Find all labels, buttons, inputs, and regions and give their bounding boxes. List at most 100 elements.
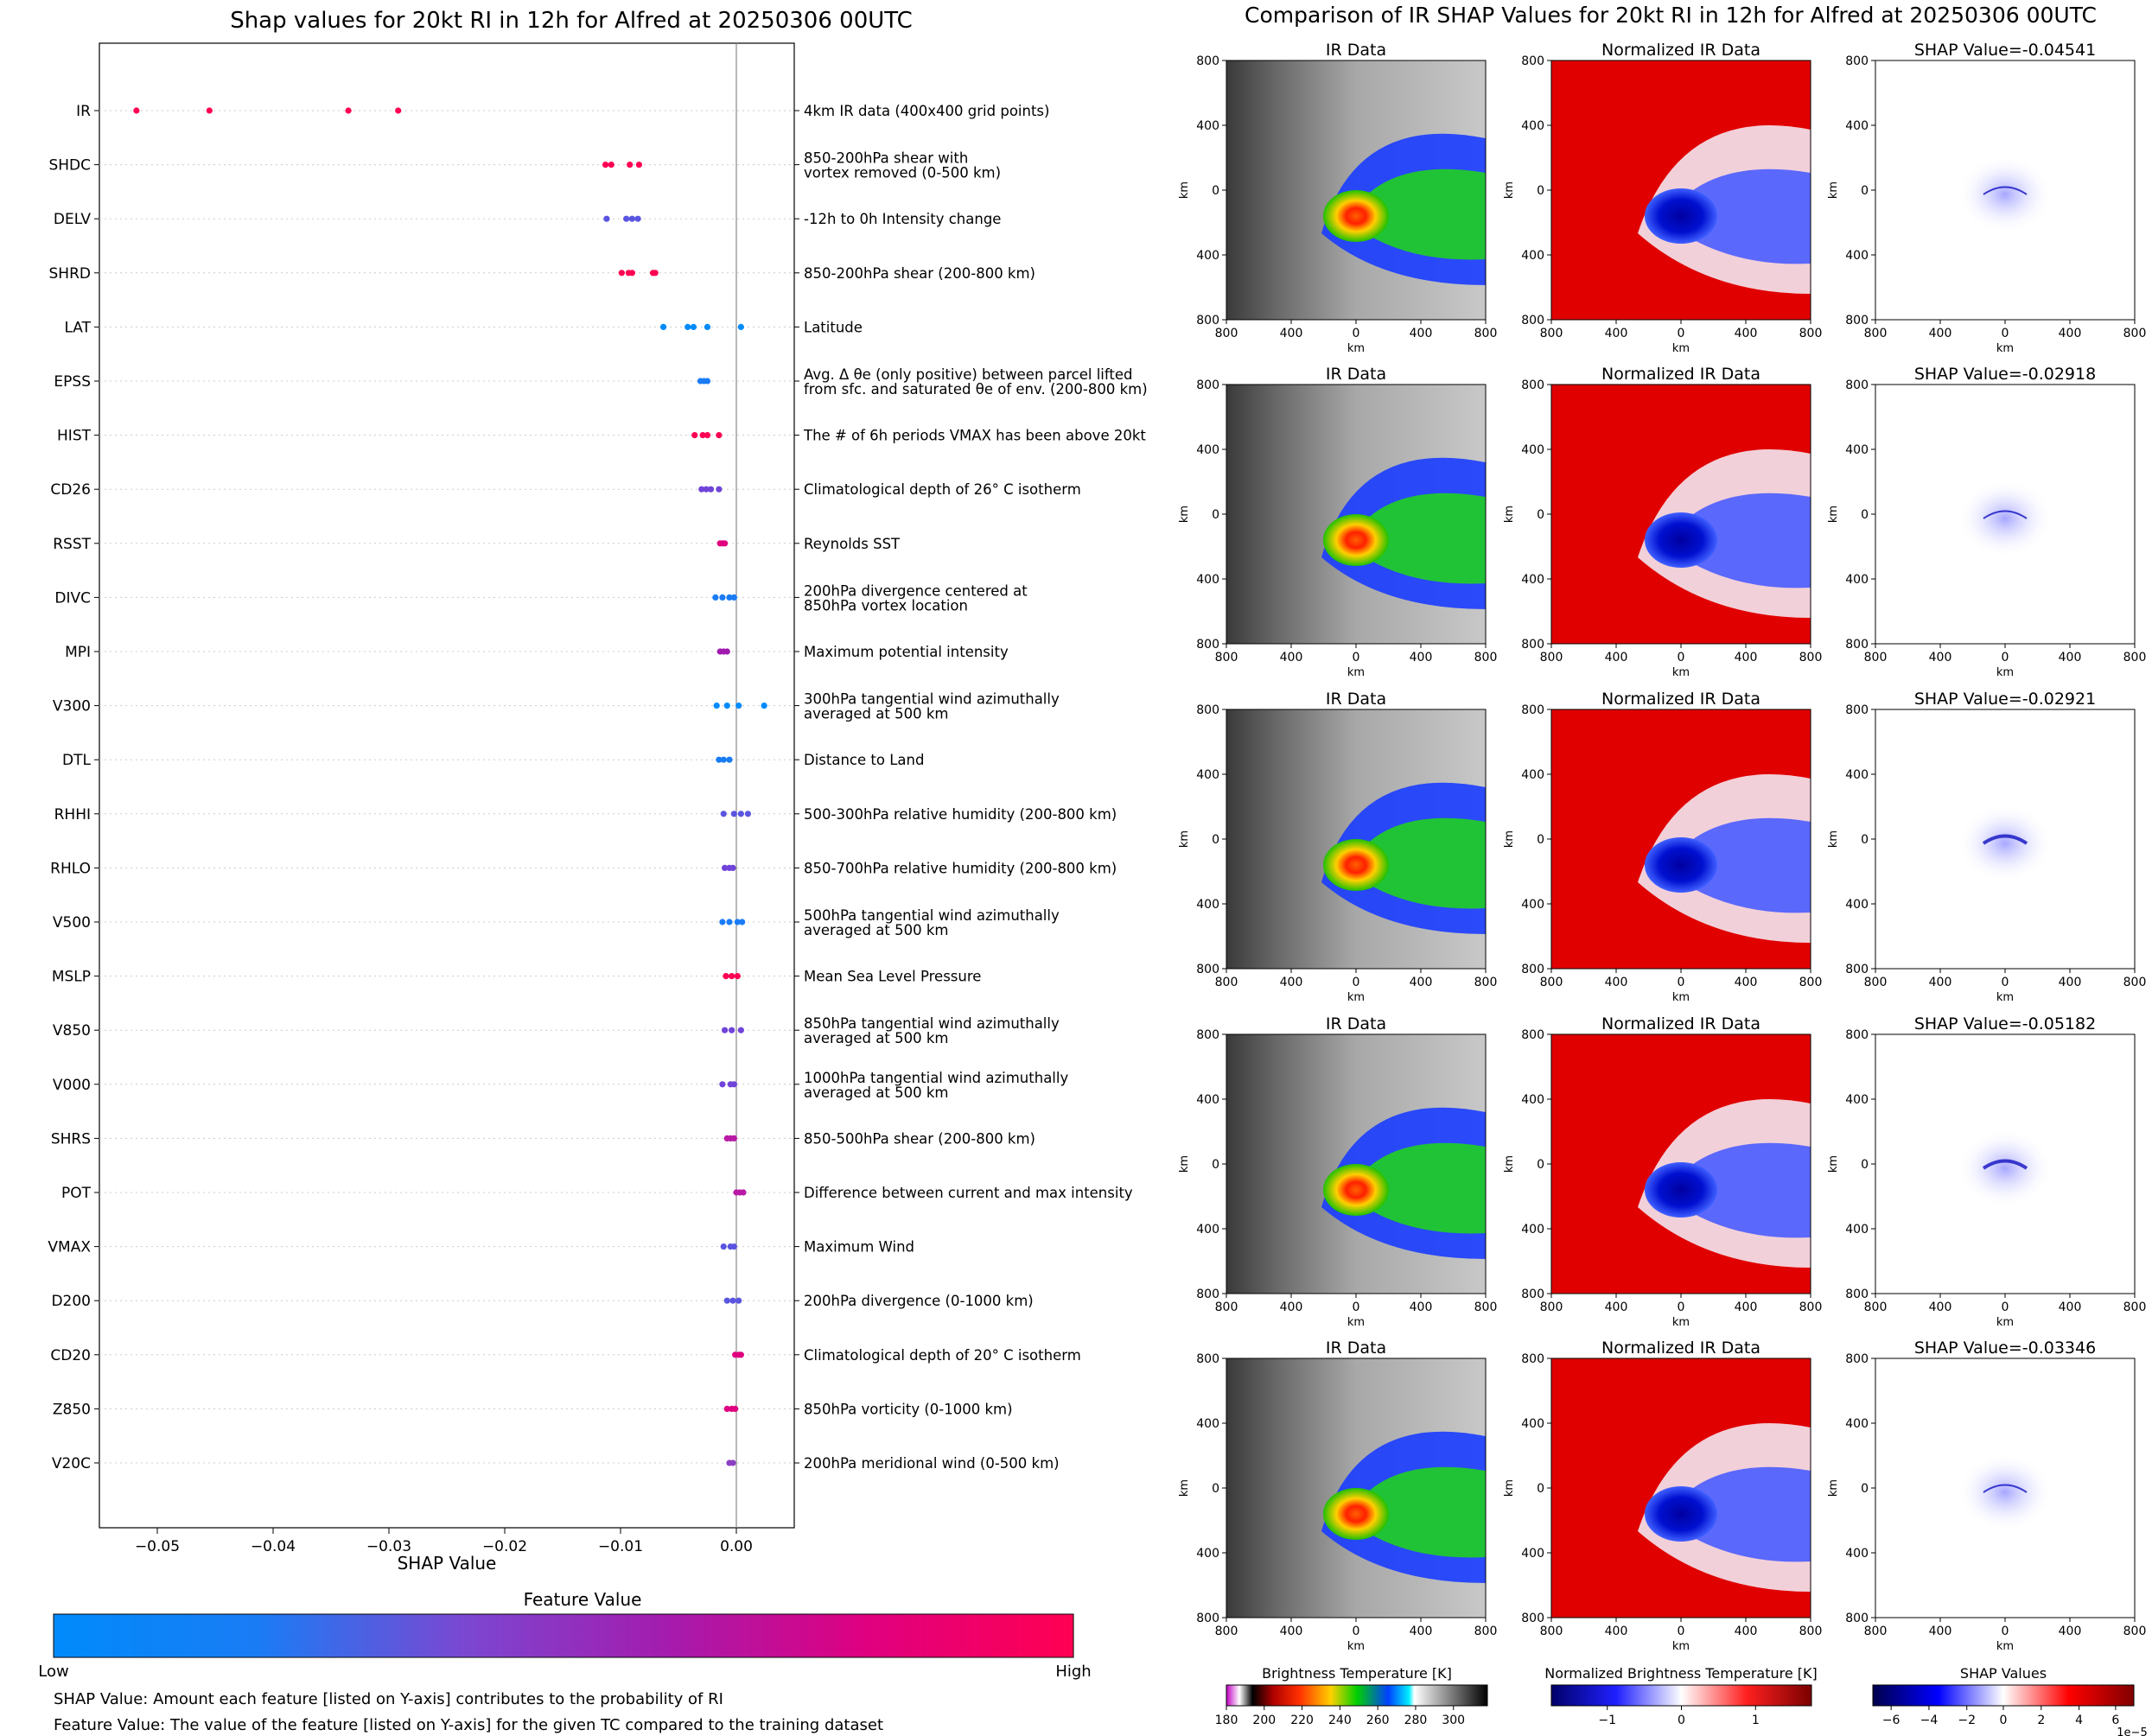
shap-point <box>735 703 742 709</box>
colorbar-tick-label: 4 <box>2075 1714 2083 1727</box>
x-tick-label: 400 <box>1735 1300 1758 1314</box>
feature-label: DTL <box>62 752 91 769</box>
y-axis-label: km <box>1503 1155 1516 1173</box>
feature-description: averaged at 500 km <box>804 706 948 722</box>
feature-label: POT <box>61 1185 92 1202</box>
feature-description: 500-300hPa relative humidity (200-800 km… <box>804 806 1117 823</box>
shap-halo <box>1958 1453 2053 1531</box>
cloud-core <box>1347 817 1486 909</box>
storm-core <box>1323 190 1389 242</box>
feature-description: 500hPa tangential wind azimuthally <box>804 907 1060 924</box>
shap-point <box>720 756 727 763</box>
y-axis-label: km <box>1178 506 1191 523</box>
comparison-title: Comparison of IR SHAP Values for 20kt RI… <box>1245 3 2097 28</box>
storm-core <box>1645 837 1717 893</box>
x-tick-label: 400 <box>1280 651 1303 665</box>
normalized-ir-panel: Normalized IR Data8008004004000040040080… <box>1503 1339 1822 1653</box>
shap-point <box>623 215 630 222</box>
x-tick-label: −0.01 <box>598 1538 643 1555</box>
feature-description: 1000hPa tangential wind azimuthally <box>804 1070 1068 1086</box>
shap-point <box>730 1243 737 1250</box>
y-axis-label: km <box>1503 506 1516 523</box>
y-tick-label: 400 <box>1196 768 1219 782</box>
ir-comparison-panel: Comparison of IR SHAP Values for 20kt RI… <box>1178 3 2148 1736</box>
colorbar-tick-label: 220 <box>1290 1714 1314 1727</box>
shap-panel: SHAP Value=-0.02918800800400400004004008… <box>1827 365 2146 679</box>
x-tick-label: 400 <box>1735 1625 1758 1638</box>
y-tick-label: 0 <box>1212 1158 1219 1172</box>
shap-point <box>716 432 723 439</box>
normalized-ir-panel: Normalized IR Data8008004004000040040080… <box>1503 1014 1822 1329</box>
y-tick-label: 0 <box>1537 1158 1544 1172</box>
y-axis-label: km <box>1827 1479 1840 1497</box>
feature-row-hist: HIST The # of 6h periods VMAX has been ab… <box>57 428 1146 445</box>
x-tick-label: 0 <box>2002 976 2009 989</box>
y-tick-label: 800 <box>1845 1028 1869 1042</box>
brightness-colorbar-ticks: 180 200 220 240 260 280 300 <box>1215 1706 1465 1727</box>
y-tick-label: 800 <box>1521 1612 1544 1625</box>
shap-colorbar-title: SHAP Values <box>1960 1665 2047 1682</box>
shap-point <box>703 486 710 493</box>
shap-point <box>737 1351 744 1358</box>
y-axis-label: km <box>1178 1155 1191 1173</box>
note-feature-value: Feature Value: The value of the feature … <box>54 1716 883 1734</box>
feature-description: averaged at 500 km <box>804 922 948 938</box>
y-tick-label: 400 <box>1196 898 1219 912</box>
y-tick-label: 800 <box>1196 1352 1219 1366</box>
x-axis-label: SHAP Value <box>398 1553 497 1574</box>
colorbar-tick-label: 240 <box>1328 1714 1352 1727</box>
x-tick-label: 800 <box>2123 976 2147 989</box>
x-tick-label: 800 <box>2123 651 2147 665</box>
cloud-core <box>1347 1142 1486 1234</box>
y-tick-label: 800 <box>1196 1288 1219 1301</box>
shap-halo <box>1958 480 2053 557</box>
x-tick-label: 800 <box>1540 651 1563 665</box>
feature-row-vmax: VMAX Maximum Wind <box>48 1239 914 1256</box>
y-tick-label: 800 <box>1521 1352 1544 1366</box>
feature-row-v850: V850 850hPa tangential wind azimuthallyav… <box>53 1015 1060 1046</box>
y-tick-label: 800 <box>1196 638 1219 652</box>
shap-halo <box>1958 156 2053 233</box>
x-tick-label: 800 <box>1540 1300 1563 1314</box>
panel-title: SHAP Value=-0.05182 <box>1914 1014 2096 1033</box>
y-tick-label: 0 <box>1861 1482 1869 1496</box>
shap-point <box>723 1405 730 1412</box>
x-tick-label: 800 <box>1799 1625 1823 1638</box>
feature-description: averaged at 500 km <box>804 1084 948 1101</box>
shap-point <box>723 648 730 655</box>
feature-label: LAT <box>64 319 91 336</box>
shap-point <box>730 1081 737 1088</box>
storm-core <box>1323 1164 1389 1216</box>
y-tick-label: 400 <box>1845 573 1869 587</box>
y-tick-label: 800 <box>1196 1612 1219 1625</box>
shap-point <box>722 540 729 547</box>
feature-row-v500: V500 500hPa tangential wind azimuthallyav… <box>53 907 1060 938</box>
x-tick-label: 400 <box>1735 327 1758 340</box>
chart-title: Shap values for 20kt RI in 12h for Alfre… <box>230 8 913 34</box>
x-axis-label: km <box>1672 991 1690 1004</box>
x-tick-label: 0 <box>1353 1300 1360 1314</box>
feature-row-v000: V000 1000hPa tangential wind azimuthallya… <box>53 1070 1069 1101</box>
feature-row-rhlo: RHLO 850-700hPa relative humidity (200-80… <box>50 860 1117 877</box>
y-tick-label: 800 <box>1196 314 1219 327</box>
shap-point <box>735 1297 742 1304</box>
shap-point <box>603 215 610 222</box>
feature-description: 850hPa vorticity (0-1000 km) <box>804 1401 1013 1417</box>
y-tick-label: 400 <box>1845 1093 1869 1107</box>
feature-row-cd20: CD20 Climatological depth of 20° C isothe… <box>50 1347 1080 1364</box>
feature-description: 850-200hPa shear (200-800 km) <box>804 265 1035 282</box>
shap-point <box>707 486 715 493</box>
shap-point <box>729 973 735 980</box>
note-shap-value: SHAP Value: Amount each feature [listed … <box>54 1690 723 1708</box>
shap-point <box>726 756 733 763</box>
shap-point <box>627 162 634 169</box>
feature-label: V000 <box>53 1077 91 1094</box>
x-tick-label: 800 <box>1540 976 1563 989</box>
shap-arc <box>1983 510 2028 519</box>
panel-title: IR Data <box>1326 41 1386 60</box>
shap-point <box>395 107 402 114</box>
x-tick-label: 400 <box>1929 1300 1952 1314</box>
feature-description: -12h to 0h Intensity change <box>804 211 1001 227</box>
